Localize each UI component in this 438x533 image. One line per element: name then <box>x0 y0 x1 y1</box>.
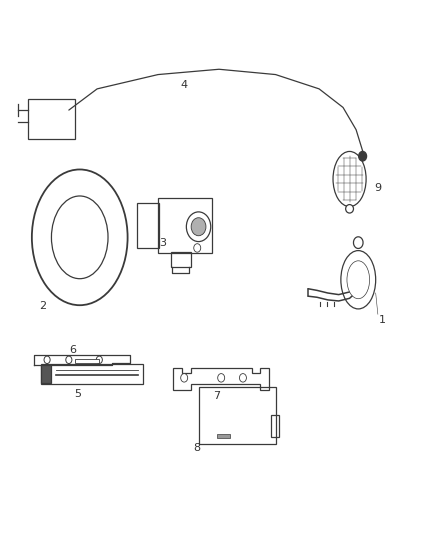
Ellipse shape <box>51 196 108 279</box>
Bar <box>217 433 230 438</box>
Text: 6: 6 <box>70 345 77 356</box>
Text: 5: 5 <box>74 389 81 399</box>
Polygon shape <box>173 368 269 390</box>
Bar <box>171 252 191 266</box>
Circle shape <box>218 374 225 382</box>
Text: 3: 3 <box>159 238 166 248</box>
Text: 9: 9 <box>374 183 381 193</box>
Text: 4: 4 <box>180 79 188 90</box>
Ellipse shape <box>333 151 366 207</box>
Bar <box>75 359 99 363</box>
Text: 8: 8 <box>194 443 201 453</box>
Text: 2: 2 <box>39 301 46 311</box>
Bar <box>199 387 276 444</box>
Circle shape <box>191 217 206 236</box>
Circle shape <box>44 356 50 364</box>
Text: 1: 1 <box>379 314 386 325</box>
Circle shape <box>96 356 102 364</box>
Circle shape <box>359 151 367 161</box>
Circle shape <box>181 374 187 382</box>
Circle shape <box>240 374 247 382</box>
Bar <box>41 364 143 384</box>
Circle shape <box>186 212 211 241</box>
Bar <box>137 203 159 248</box>
Bar <box>158 198 212 253</box>
Bar <box>271 415 279 437</box>
Ellipse shape <box>347 261 370 298</box>
Ellipse shape <box>32 169 127 305</box>
Ellipse shape <box>341 251 376 309</box>
Bar <box>41 365 51 383</box>
Circle shape <box>66 356 72 364</box>
Ellipse shape <box>346 205 353 213</box>
Bar <box>28 100 75 139</box>
Circle shape <box>194 244 201 252</box>
Text: 7: 7 <box>213 391 220 401</box>
